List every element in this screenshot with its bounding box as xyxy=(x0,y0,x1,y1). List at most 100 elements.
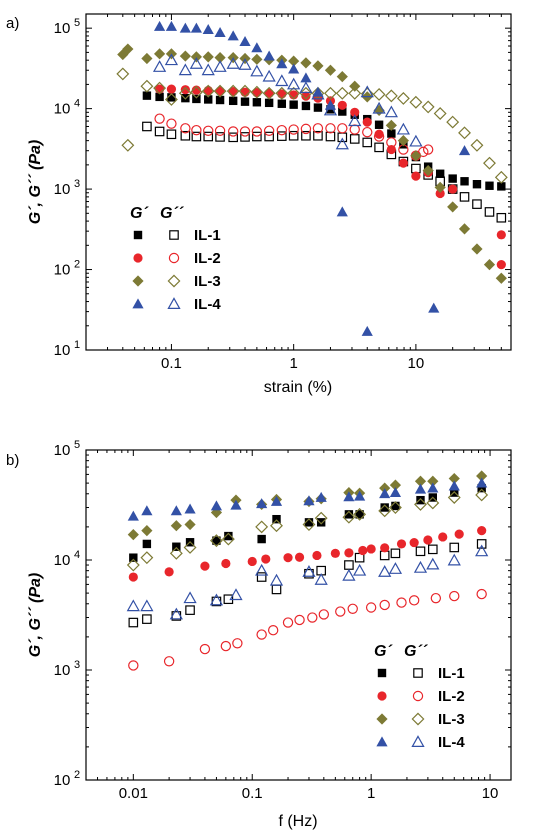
data-point xyxy=(390,487,401,497)
series-il-2-loss xyxy=(129,589,487,670)
data-point xyxy=(390,563,401,573)
x-tick-label: 0.1 xyxy=(242,785,263,802)
data-point xyxy=(128,601,139,611)
data-point xyxy=(427,483,438,493)
data-point xyxy=(386,90,397,101)
legend-marker-storage xyxy=(377,691,386,700)
data-point xyxy=(449,555,460,565)
y-tick-exponent: 1 xyxy=(74,339,80,351)
data-point xyxy=(181,85,190,94)
data-point xyxy=(184,504,195,514)
data-point xyxy=(166,21,177,31)
data-point xyxy=(191,23,202,33)
data-point xyxy=(129,553,137,561)
data-point xyxy=(289,125,298,134)
data-point xyxy=(415,484,426,494)
plot-area-b: 0.01 0.1 1 1010210310410 5G´ G´´IL-1IL-2IL-3I… xyxy=(54,439,511,802)
data-point xyxy=(171,505,182,515)
y-tick-label: 10 xyxy=(54,552,71,569)
data-point xyxy=(416,547,424,555)
data-point xyxy=(184,593,195,603)
data-point xyxy=(214,27,225,37)
data-point xyxy=(300,72,311,82)
data-point xyxy=(251,54,262,65)
data-point xyxy=(167,119,176,128)
data-point xyxy=(308,613,317,622)
data-point xyxy=(363,138,371,146)
data-point xyxy=(410,97,421,108)
legend-marker-storage xyxy=(133,253,142,262)
legend-marker-loss xyxy=(168,298,179,308)
data-point xyxy=(155,114,164,123)
data-point xyxy=(251,66,262,76)
y-tick-exponent: 2 xyxy=(74,259,80,271)
data-point xyxy=(449,480,460,490)
data-point xyxy=(167,130,175,138)
data-point xyxy=(312,551,321,560)
data-point xyxy=(204,126,213,135)
data-point xyxy=(278,100,286,108)
data-point xyxy=(180,65,191,75)
y-tick-label: 10 xyxy=(54,101,71,118)
legend-marker-loss xyxy=(169,253,178,262)
data-point xyxy=(435,108,446,119)
data-point xyxy=(221,641,230,650)
data-point xyxy=(221,559,230,568)
data-point xyxy=(428,303,439,313)
data-point xyxy=(289,100,297,108)
data-point xyxy=(295,553,304,562)
y-tick-label: 10 xyxy=(54,772,71,789)
data-point xyxy=(398,93,409,104)
data-point xyxy=(450,591,459,600)
data-point xyxy=(154,48,165,59)
data-point xyxy=(363,128,372,137)
legend-marker-loss xyxy=(412,713,423,724)
data-point xyxy=(264,71,275,81)
data-point xyxy=(411,172,420,181)
legend-header-storage: G´ xyxy=(130,205,149,222)
data-point xyxy=(241,97,249,105)
data-point xyxy=(300,57,311,68)
data-point xyxy=(264,50,275,60)
data-point xyxy=(380,600,389,609)
legend-marker-storage xyxy=(134,231,142,239)
legend-marker-storage xyxy=(376,736,387,746)
data-point xyxy=(471,243,482,254)
data-point xyxy=(476,478,487,488)
data-point xyxy=(497,260,506,269)
data-point xyxy=(397,539,406,548)
data-point xyxy=(283,553,292,562)
data-point xyxy=(256,521,267,532)
data-point xyxy=(331,549,340,558)
x-tick-label: 0.1 xyxy=(161,355,182,372)
data-point xyxy=(380,543,389,552)
data-point xyxy=(141,525,152,536)
data-point xyxy=(460,177,468,185)
y-tick-exponent: 5 xyxy=(74,439,80,451)
data-point xyxy=(497,214,505,222)
data-point xyxy=(312,60,323,71)
legend-label: IL-4 xyxy=(194,296,221,313)
data-point xyxy=(128,511,139,521)
data-point xyxy=(233,639,242,648)
data-point xyxy=(471,140,482,151)
data-point xyxy=(141,601,152,611)
data-point xyxy=(143,122,151,130)
data-point xyxy=(265,126,274,135)
data-point xyxy=(427,559,438,569)
data-point xyxy=(252,127,261,136)
data-point xyxy=(448,184,457,193)
data-point xyxy=(172,543,180,551)
data-point xyxy=(141,505,152,515)
panel-label-b: b) xyxy=(6,452,19,469)
data-point xyxy=(363,118,372,127)
data-point xyxy=(410,136,421,146)
data-point xyxy=(431,594,440,603)
data-point xyxy=(343,570,354,580)
data-point xyxy=(326,132,334,140)
data-point xyxy=(211,500,222,510)
data-point xyxy=(241,133,249,141)
data-point xyxy=(459,223,470,234)
